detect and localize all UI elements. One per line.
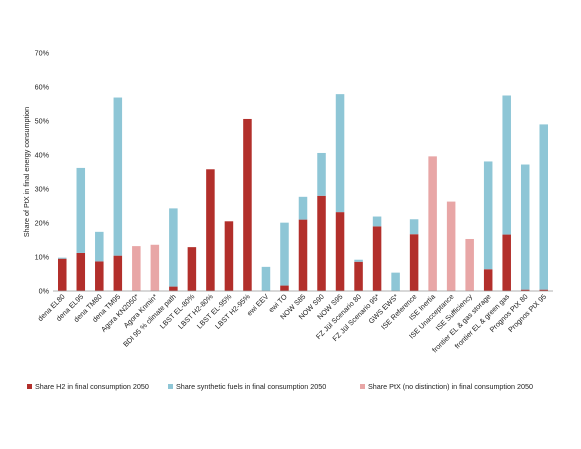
bar-segment-s0 [95,261,104,291]
bar-segment-s1 [539,124,548,290]
bar-segment-s0 [187,247,197,291]
bar-segment-s1 [113,97,123,256]
y-tick-label: 40% [35,151,50,160]
bar-segment-s1 [409,219,419,235]
bar-segment-s0 [372,226,382,291]
bar-segment-s0 [76,252,86,291]
y-tick-label: 30% [35,185,50,194]
bar-segment-s0 [354,261,363,291]
y-tick-label: 70% [35,49,50,58]
bar-segment-s0 [298,219,308,291]
bar-segment-s0 [409,234,419,291]
bar-segment-s1 [76,167,86,253]
y-axis-label: Share of PtX in final energy consumption [22,107,31,237]
bar-segment-s1 [280,222,289,286]
bar-segment-s1 [317,152,326,196]
bar-segment-s0 [224,221,234,291]
bar-segment-s1 [391,272,400,291]
bar-segment-s0 [113,255,123,291]
y-tick-label: 20% [35,219,50,228]
bar-segment-s0 [520,289,530,291]
y-tick-label: 0% [39,287,50,296]
bar-segment-s2 [465,238,474,291]
bar-segment-s1 [483,161,493,270]
bar-segment-s2 [132,246,141,291]
legend-label: Share H2 in final consumption 2050 [35,382,149,391]
bar-segment-s1 [261,266,271,291]
legend-label: Share synthetic fuels in final consumpti… [176,382,326,391]
y-tick-label: 50% [35,117,50,126]
bar-segment-s1 [502,95,511,235]
bar-segment-s1 [335,94,345,213]
bar-segment-s0 [169,286,178,291]
bars [58,94,548,292]
bar-segment-s2 [446,201,456,291]
bar-segment-s0 [58,258,67,291]
legend-swatch [168,384,173,389]
y-axis: 0% 10% 20% 30% 40% 50% 60% 70% [35,49,50,296]
bar-segment-s0 [483,269,493,291]
bar-segment-s0 [335,212,345,291]
bar-segment-s2 [428,156,437,291]
bar-segment-s0 [502,234,511,291]
bar-segment-s1 [169,208,178,287]
bar-segment-s0 [243,118,252,292]
legend-swatch [27,384,32,389]
bar-segment-s1 [298,196,308,220]
legend: Share H2 in final consumption 2050 Share … [27,382,533,391]
bar-segment-s1 [95,231,104,262]
bar-segment-s0 [539,289,548,291]
y-tick-label: 60% [35,83,50,92]
bar-segment-s0 [280,285,289,291]
bar-segment-s2 [150,244,160,291]
legend-swatch [360,384,365,389]
legend-label: Share PtX (no distinction) in final cons… [368,382,533,391]
bar-segment-s1 [354,259,363,262]
bar-segment-s1 [520,164,530,290]
bar-segment-s0 [206,169,215,291]
bar-segment-s1 [372,216,382,227]
bar-segment-s1 [58,257,67,259]
y-tick-label: 10% [35,253,50,262]
bar-segment-s0 [317,195,326,291]
